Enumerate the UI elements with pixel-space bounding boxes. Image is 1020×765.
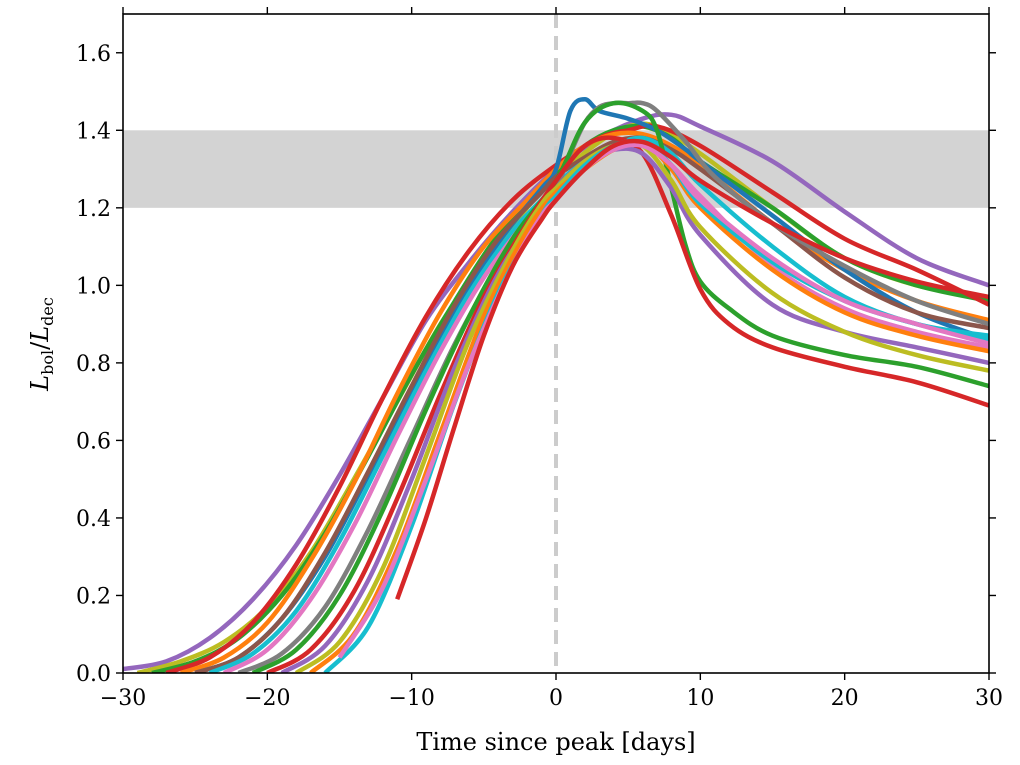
y-label-den-subscript: dec: [38, 297, 57, 326]
y-axis-label: Lbol/Ldec: [26, 297, 57, 392]
y-tick-label: 0.0: [76, 662, 111, 687]
x-tick-label: −10: [388, 686, 434, 711]
y-tick-label: 1.4: [76, 119, 111, 144]
y-label-num-subscript: bol: [38, 350, 57, 375]
series-line-4: [165, 123, 989, 673]
x-tick-label: 30: [975, 686, 1003, 711]
x-tick-label: 10: [686, 686, 714, 711]
x-tick-label: 20: [831, 686, 859, 711]
y-tick-label: 0.4: [76, 507, 111, 532]
series-line-11: [251, 100, 989, 673]
y-tick-label: 0.8: [76, 352, 111, 377]
y-tick-label: 1.2: [76, 197, 111, 222]
x-axis-label: Time since peak [days]: [416, 728, 695, 756]
x-tick-label: −30: [100, 686, 146, 711]
series-layer: [123, 97, 989, 673]
plot-background: [123, 14, 989, 673]
y-tick-label: 0.2: [76, 584, 111, 609]
y-tick-label: 1.0: [76, 274, 111, 299]
x-tick-label: 0: [549, 686, 563, 711]
y-tick-label: 0.6: [76, 429, 111, 454]
x-axis-ticks: −30 −20 −10 0 10 20 30: [100, 7, 1003, 711]
series-line-18: [395, 138, 989, 601]
series-line-14: [294, 140, 989, 673]
y-label-den-symbol: L: [26, 326, 54, 343]
y-label-separator: /: [26, 341, 54, 350]
series-line-12: [266, 135, 989, 673]
y-tick-label: 1.6: [76, 42, 111, 67]
y-label-num-symbol: L: [26, 375, 54, 392]
y-axis-ticks: 0.0 0.2 0.4 0.6 0.8 1.0 1.2 1.4 1.6: [76, 42, 996, 687]
plot-area: [123, 14, 989, 673]
x-tick-label: −20: [244, 686, 290, 711]
